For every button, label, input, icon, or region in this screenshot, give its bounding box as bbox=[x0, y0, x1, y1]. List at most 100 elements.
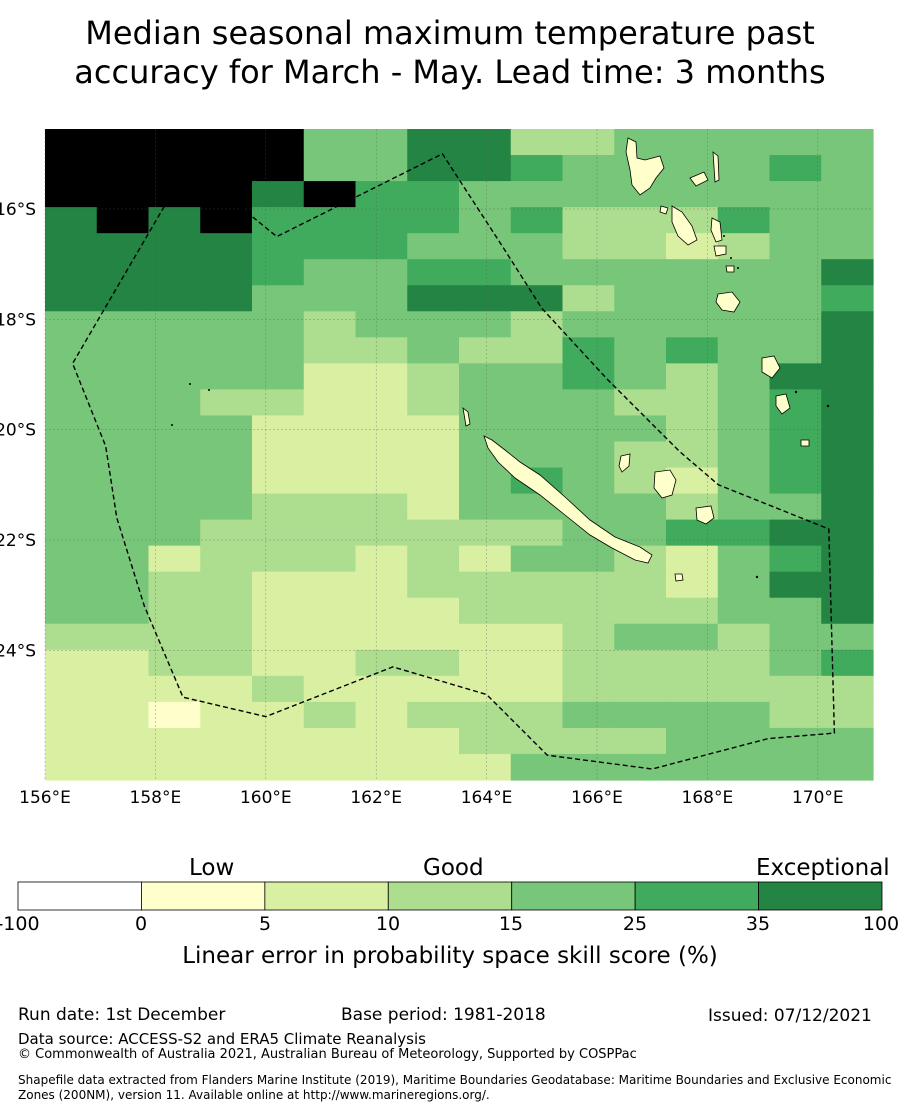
shapefile-credit-line-1: Shapefile data extracted from Flanders M… bbox=[18, 1073, 892, 1087]
skill-cell bbox=[200, 311, 253, 338]
skill-cell bbox=[717, 337, 771, 364]
skill-cell bbox=[459, 311, 512, 338]
skill-cell bbox=[562, 337, 615, 364]
skill-cell bbox=[303, 363, 357, 390]
erromango-island bbox=[761, 355, 781, 379]
skill-cell bbox=[510, 727, 564, 755]
shapefile-credit-line-2: Zones (200NM), version 11. Available onl… bbox=[18, 1088, 490, 1102]
skill-cell bbox=[45, 545, 98, 573]
skill-cell bbox=[96, 597, 150, 625]
skill-cell bbox=[407, 441, 460, 469]
skill-cell bbox=[459, 259, 512, 286]
skill-cell bbox=[769, 727, 822, 755]
skill-cell bbox=[769, 259, 822, 286]
skill-cell bbox=[562, 207, 615, 234]
skill-cell bbox=[200, 129, 253, 156]
skill-cell bbox=[562, 701, 615, 729]
skill-cell bbox=[148, 389, 201, 417]
skill-cell bbox=[769, 181, 822, 208]
skill-cell bbox=[96, 649, 150, 677]
skill-cell bbox=[562, 285, 615, 312]
skill-cell bbox=[96, 571, 150, 599]
longitude-label: 158°E bbox=[130, 788, 182, 808]
landmasses bbox=[171, 137, 830, 582]
skill-cell bbox=[355, 415, 408, 443]
skill-cell bbox=[666, 545, 719, 573]
skill-cell bbox=[717, 753, 771, 781]
skill-cell bbox=[614, 207, 667, 234]
skill-cell bbox=[769, 753, 822, 781]
skill-cell bbox=[303, 337, 357, 364]
skill-cell bbox=[562, 727, 615, 755]
skill-cell bbox=[614, 129, 667, 156]
skill-cell bbox=[96, 441, 150, 469]
skill-cell bbox=[717, 545, 771, 573]
skill-cell bbox=[614, 493, 667, 521]
colorbar-segment bbox=[758, 881, 883, 911]
skill-cell bbox=[407, 259, 460, 286]
skill-cell bbox=[821, 363, 874, 390]
eez-boundary-line bbox=[71, 152, 836, 770]
skill-cell bbox=[148, 571, 201, 599]
skill-cell bbox=[96, 129, 150, 156]
skill-cell bbox=[510, 207, 564, 234]
colorbar-segment bbox=[634, 881, 759, 911]
skill-cell bbox=[303, 493, 357, 521]
skill-cell bbox=[666, 597, 719, 625]
skill-cell bbox=[148, 597, 201, 625]
skill-cell bbox=[666, 519, 719, 547]
skill-cell bbox=[459, 467, 512, 495]
skill-cell bbox=[769, 571, 822, 599]
skill-cell bbox=[355, 571, 408, 599]
skill-cell bbox=[96, 207, 150, 234]
skill-cell bbox=[200, 181, 253, 208]
skill-cell bbox=[510, 155, 564, 182]
skill-cell bbox=[303, 467, 357, 495]
skill-cell bbox=[717, 727, 771, 755]
skill-cell bbox=[510, 181, 564, 208]
skill-cell bbox=[45, 675, 98, 703]
skill-cell bbox=[821, 467, 874, 495]
skill-cell bbox=[666, 753, 719, 781]
skill-cell bbox=[355, 727, 408, 755]
skill-cell bbox=[200, 233, 253, 260]
skill-cell bbox=[614, 363, 667, 390]
skill-cell bbox=[821, 441, 874, 469]
skill-cell bbox=[614, 389, 667, 417]
longitude-label: 156°E bbox=[19, 788, 71, 808]
skill-cell bbox=[200, 623, 253, 651]
skill-cell bbox=[769, 285, 822, 312]
skill-cell bbox=[562, 311, 615, 338]
skill-cell bbox=[717, 415, 771, 443]
skill-cell bbox=[45, 519, 98, 547]
skill-cell bbox=[200, 545, 253, 573]
skill-cell bbox=[148, 285, 201, 312]
skill-cell bbox=[148, 753, 201, 781]
skill-cell bbox=[45, 701, 98, 729]
skill-cell bbox=[303, 701, 357, 729]
skill-cell bbox=[252, 675, 305, 703]
skill-cell bbox=[717, 389, 771, 417]
skill-cell bbox=[252, 207, 305, 234]
skill-cell bbox=[252, 337, 305, 364]
skill-cell bbox=[459, 727, 512, 755]
skill-cell bbox=[303, 597, 357, 625]
colorbar-segment bbox=[141, 881, 266, 911]
skill-cell bbox=[769, 337, 822, 364]
skill-cell bbox=[459, 285, 512, 312]
skill-cell bbox=[717, 675, 771, 703]
latitude-label: 18°S bbox=[0, 310, 36, 330]
skill-cell bbox=[459, 701, 512, 729]
skill-cell bbox=[666, 701, 719, 729]
skill-cell bbox=[355, 181, 408, 208]
skill-cell bbox=[459, 571, 512, 599]
skill-cell bbox=[614, 285, 667, 312]
skill-cell bbox=[769, 597, 822, 625]
skill-cell bbox=[303, 727, 357, 755]
skill-cell bbox=[769, 441, 822, 469]
islet bbox=[723, 235, 725, 237]
skill-cell bbox=[148, 363, 201, 390]
skill-cell bbox=[355, 701, 408, 729]
skill-cell bbox=[407, 571, 460, 599]
skill-cell bbox=[821, 545, 874, 573]
